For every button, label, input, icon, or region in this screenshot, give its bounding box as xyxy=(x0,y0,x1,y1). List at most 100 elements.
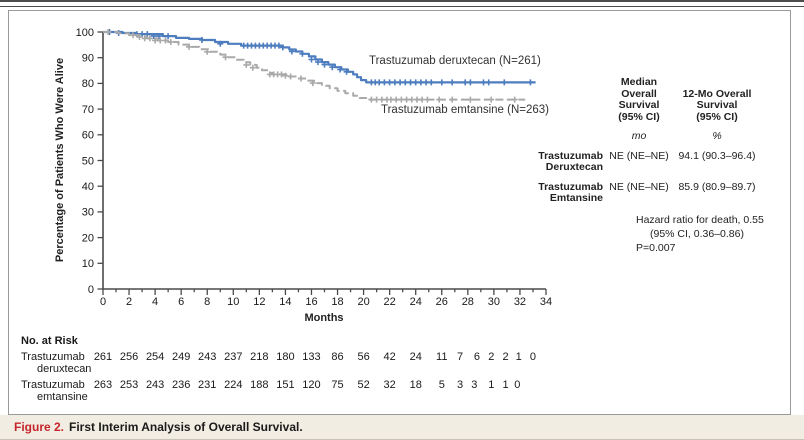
hazard-ratio-note: Hazard ratio for death, 0.55 (95% CI, 0.… xyxy=(636,213,764,255)
risk-count: 11 xyxy=(436,351,447,363)
x-tick-label: 22 xyxy=(384,296,396,308)
risk-count: 120 xyxy=(302,379,320,391)
risk-count: 1 xyxy=(503,379,509,391)
risk-count: 0 xyxy=(530,351,536,363)
risk-count: 224 xyxy=(224,379,242,391)
x-tick-label: 6 xyxy=(178,296,184,308)
risk-row1-label: Trastuzumab xyxy=(21,351,85,363)
y-tick-label: 0 xyxy=(88,284,94,296)
risk-count: 1 xyxy=(488,379,494,391)
x-tick-label: 4 xyxy=(152,296,158,308)
risk-count: 218 xyxy=(250,351,268,363)
risk-count: 243 xyxy=(146,379,164,391)
risk-count: 2 xyxy=(503,351,509,363)
risk-count: 133 xyxy=(302,351,320,363)
stats-table: Median Overall Survival (95% CI) 12-Mo O… xyxy=(499,76,759,205)
x-tick-label: 0 xyxy=(100,296,106,308)
figure-caption: Figure 2. First Interim Analysis of Over… xyxy=(0,415,804,440)
stats-12mo-deruxtecan: 94.1 (90.3–96.4) xyxy=(678,149,756,162)
km-curve-deruxtecan xyxy=(103,30,536,84)
risk-count: 24 xyxy=(410,351,422,363)
risk-count: 236 xyxy=(172,379,190,391)
x-tick-label: 14 xyxy=(279,296,291,308)
y-axis-title: Percentage of Patients Who Were Alive xyxy=(54,57,66,263)
x-tick-label: 2 xyxy=(126,296,132,308)
risk-count: 32 xyxy=(384,379,396,391)
risk-count: 231 xyxy=(198,379,216,391)
stats-row-label-emtansine: Trastuzumab Emtansine xyxy=(538,180,603,204)
stats-header-median: Median Overall Survival (95% CI) xyxy=(618,76,660,123)
risk-count: 3 xyxy=(457,379,463,391)
risk-count: 188 xyxy=(250,379,268,391)
risk-count: 86 xyxy=(331,351,343,363)
curve-label-deruxtecan: Trastuzumab deruxtecan (N=261) xyxy=(369,55,541,67)
x-tick-label: 34 xyxy=(540,296,552,308)
risk-count: 237 xyxy=(224,351,242,363)
risk-row2-label2: emtansine xyxy=(37,391,88,403)
risk-count: 1 xyxy=(516,351,522,363)
stats-row-label-deruxtecan: Trastuzumab Deruxtecan xyxy=(538,149,603,173)
curve-label-emtansine: Trastuzumab emtansine (N=263) xyxy=(381,104,549,116)
figure-number: Figure 2. xyxy=(14,420,65,434)
risk-row1-label2: deruxtecan xyxy=(37,363,92,375)
hazard-line2: (95% CI, 0.36–0.86) xyxy=(650,228,744,240)
risk-count: 263 xyxy=(94,379,112,391)
censor-ticks-emtansine xyxy=(105,29,518,103)
stats-header-12mo: 12-Mo Overall Survival (95% CI) xyxy=(682,87,752,123)
risk-count: 0 xyxy=(514,379,520,391)
risk-count: 249 xyxy=(172,351,190,363)
stats-median-deruxtecan: NE (NE–NE) xyxy=(609,149,669,162)
risk-count: 253 xyxy=(120,379,138,391)
y-tick-label: 30 xyxy=(82,207,94,219)
risk-count: 6 xyxy=(474,351,480,363)
risk-count: 180 xyxy=(276,351,294,363)
risk-count: 261 xyxy=(94,351,112,363)
risk-row2-label: Trastuzumab xyxy=(21,379,85,391)
x-tick-label: 12 xyxy=(253,296,265,308)
risk-count: 151 xyxy=(276,379,294,391)
x-tick-label: 32 xyxy=(514,296,526,308)
figure-caption-text: First Interim Analysis of Overall Surviv… xyxy=(69,420,303,434)
x-tick-label: 26 xyxy=(436,296,448,308)
y-tick-label: 70 xyxy=(82,104,94,116)
stats-unit-mo: mo xyxy=(631,130,647,142)
y-tick-label: 100 xyxy=(76,27,94,39)
y-tick-label: 40 xyxy=(82,181,94,193)
y-tick-label: 20 xyxy=(82,232,94,244)
risk-count: 18 xyxy=(410,379,422,391)
risk-count: 7 xyxy=(457,351,463,363)
x-tick-label: 8 xyxy=(204,296,210,308)
stats-12mo-emtansine: 85.9 (80.9–89.7) xyxy=(678,180,756,193)
risk-count: 42 xyxy=(384,351,396,363)
risk-count: 3 xyxy=(471,379,477,391)
axis-spines xyxy=(102,32,546,290)
top-double-rule xyxy=(0,0,804,7)
y-tick-label: 60 xyxy=(82,130,94,142)
x-tick-label: 16 xyxy=(305,296,317,308)
risk-count: 75 xyxy=(331,379,343,391)
hazard-line1: Hazard ratio for death, 0.55 xyxy=(636,214,764,226)
x-tick-label: 10 xyxy=(227,296,239,308)
risk-count: 5 xyxy=(439,379,445,391)
risk-count: 52 xyxy=(357,379,369,391)
x-tick-label: 20 xyxy=(357,296,369,308)
y-tick-label: 10 xyxy=(82,258,94,270)
p-value: P=0.007 xyxy=(636,242,676,254)
stats-unit-pct: % xyxy=(712,130,722,142)
y-tick-label: 50 xyxy=(82,155,94,167)
x-tick-label: 24 xyxy=(410,296,422,308)
x-tick-label: 28 xyxy=(462,296,474,308)
x-axis-title: Months xyxy=(304,312,344,324)
x-tick-label: 18 xyxy=(331,296,343,308)
risk-count: 243 xyxy=(198,351,216,363)
y-tick-label: 90 xyxy=(82,53,94,65)
risk-table-title: No. at Risk xyxy=(21,335,78,347)
risk-count: 2 xyxy=(488,351,494,363)
risk-count: 56 xyxy=(357,351,369,363)
figure-panel: 0 10 20 30 40 50 60 70 80 90 100 0 2 4 6 8 10 12 14 16 18 20 2… xyxy=(8,10,791,415)
stats-median-emtansine: NE (NE–NE) xyxy=(609,180,669,193)
stats-unit-spacer xyxy=(499,123,603,143)
x-tick-label: 30 xyxy=(488,296,500,308)
